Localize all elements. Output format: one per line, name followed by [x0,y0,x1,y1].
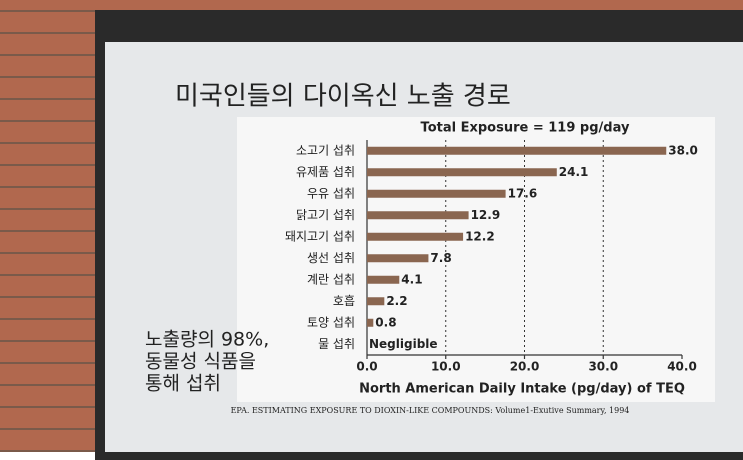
x-tick-label: 0.0 [356,360,377,374]
x-tick-label: 40.0 [667,360,697,374]
annotation-line: 통해 섭취 [145,373,221,395]
y-tick-label: 토양 섭취 [307,315,355,329]
bar [367,211,469,220]
bar [367,146,667,155]
bar [367,297,385,306]
bar [367,189,506,198]
annotation-line: 동물성 식품을 [145,351,256,373]
y-tick-label: 소고기 섭취 [296,143,355,157]
y-tick-label: 닭고기 섭취 [296,208,355,222]
value-label: 2.2 [386,294,407,308]
x-tick-label: 20.0 [510,360,540,374]
y-tick-label: 계란 섭취 [307,272,355,286]
y-tick-label: 우유 섭취 [307,186,355,200]
bar [367,168,557,177]
x-tick-label: 10.0 [431,360,461,374]
value-label: 7.8 [430,251,451,265]
y-tick-label: 호흡 [333,294,355,308]
value-label: 4.1 [401,272,422,286]
y-tick-label: 돼지고기 섭취 [285,229,355,243]
bar [367,232,464,241]
bar [367,254,429,263]
bar [367,275,400,284]
annotation-line: 노출량의 98%, [145,329,269,351]
footer: EPA. ESTIMATING EXPOSURE TO DIOXIN-LIKE … [231,406,630,415]
value-label: 38.0 [668,143,698,157]
x-tick-label: 30.0 [588,360,618,374]
x-axis-label: North American Daily Intake (pg/day) of … [359,382,685,397]
value-label: 17.6 [508,186,538,200]
chart-title: Total Exposure = 119 pg/day [421,121,630,136]
value-label: 24.1 [559,165,589,179]
bar [367,318,374,327]
y-tick-label: 유제품 섭취 [296,165,355,179]
value-label: Negligible [369,337,438,351]
value-label: 12.9 [471,208,501,222]
y-tick-label: 생선 섭취 [307,251,355,265]
value-label: 12.2 [465,229,495,243]
value-label: 0.8 [375,315,396,329]
y-tick-label: 물 섭취 [318,337,355,351]
slide-title: 미국인들의 다이옥신 노출 경로 [175,82,511,112]
